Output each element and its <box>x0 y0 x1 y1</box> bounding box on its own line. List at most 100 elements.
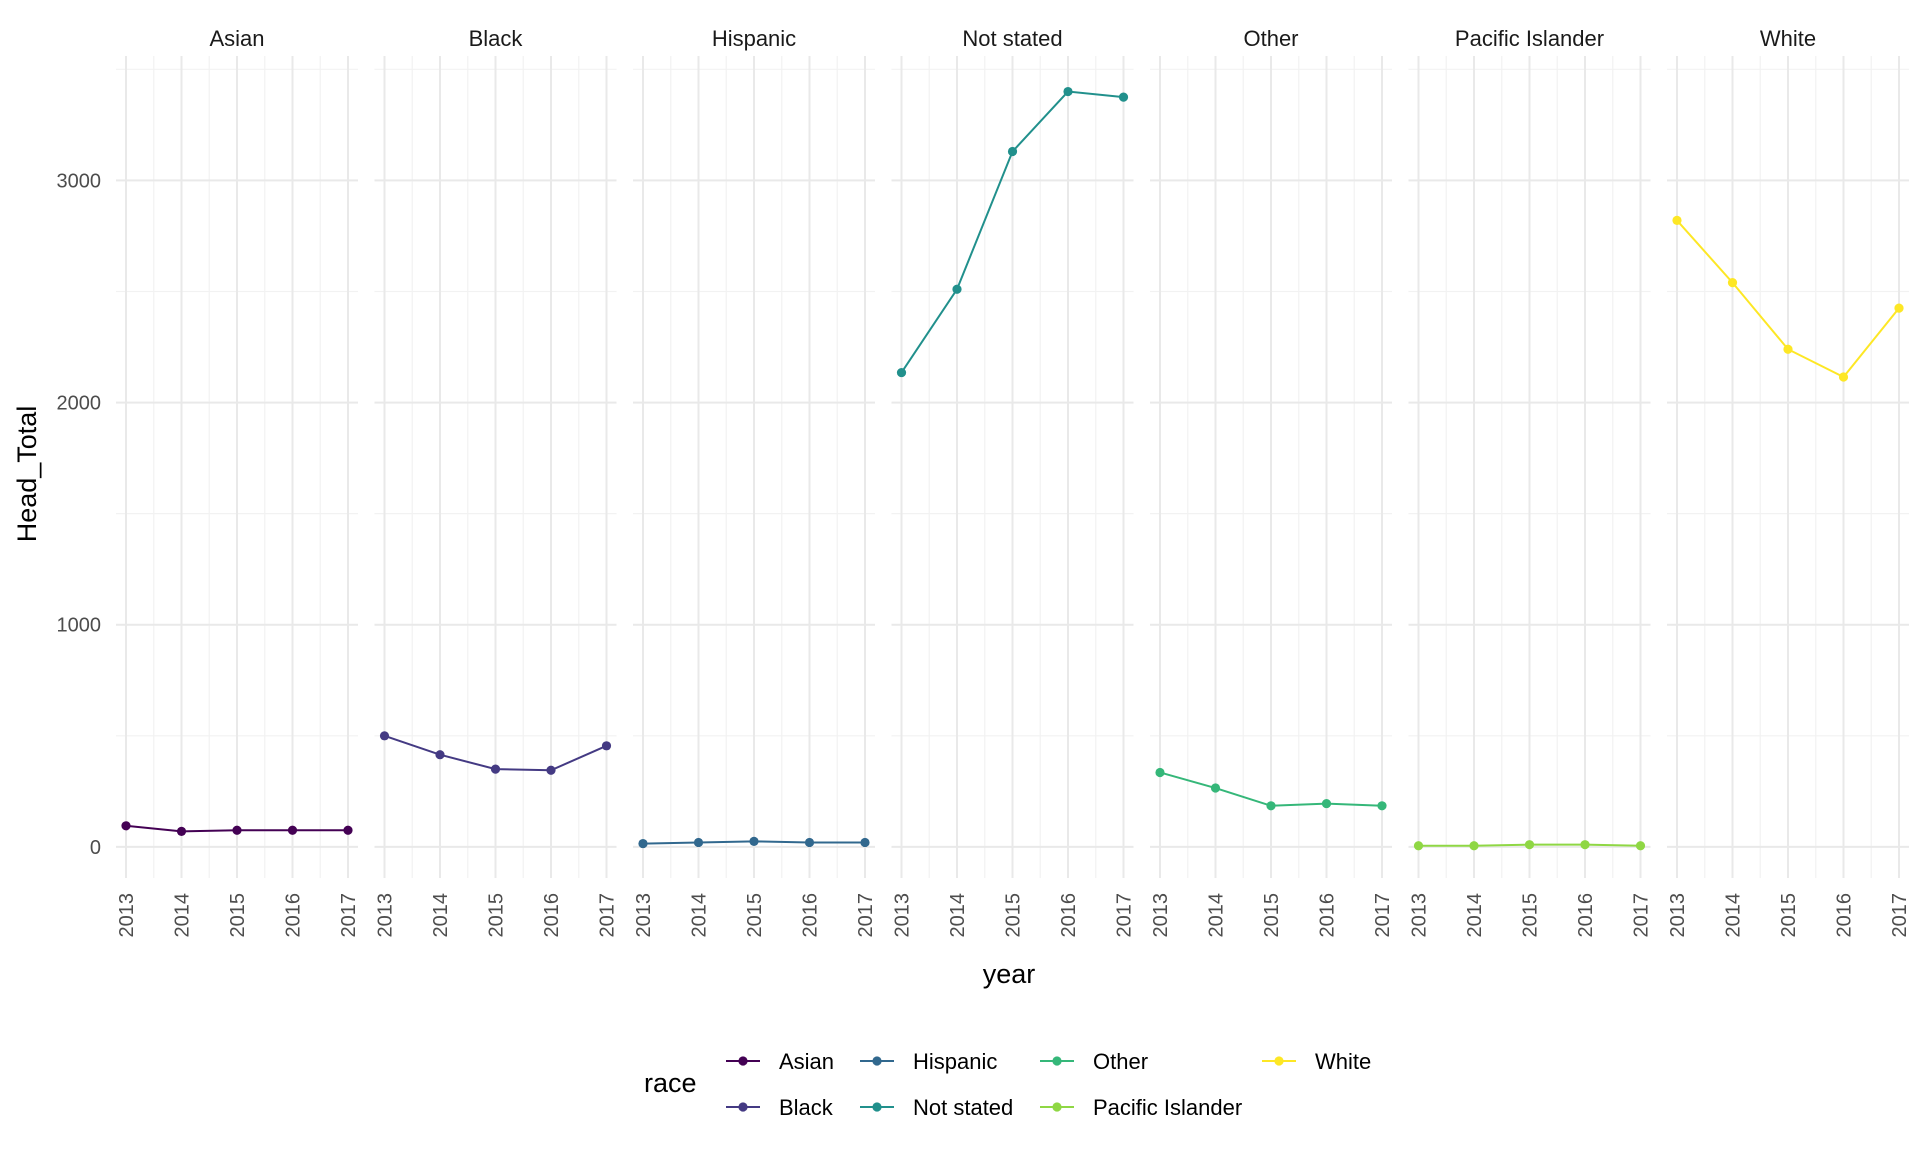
x-tick-label: 2014 <box>689 893 711 938</box>
x-tick-label: 2015 <box>486 893 508 938</box>
data-point-pacific-islander <box>1580 840 1590 850</box>
legend-label-hispanic: Hispanic <box>913 1049 997 1074</box>
x-tick-label: 2017 <box>855 893 877 938</box>
facet-label-black: Black <box>469 26 524 51</box>
x-axis-title: year <box>983 959 1036 989</box>
legend-label-black: Black <box>779 1095 834 1120</box>
x-tick-label: 2016 <box>283 893 305 938</box>
x-tick-label: 2013 <box>116 893 138 938</box>
legend-label-pacific-islander: Pacific Islander <box>1093 1095 1242 1120</box>
x-tick-label: 2014 <box>1464 893 1486 938</box>
x-tick-label: 2016 <box>1317 893 1339 938</box>
data-point-black <box>435 750 445 760</box>
axis-tick-labels: 0 1000 2000 3000 2013 2014 2015 2016 2017 2013 201… <box>57 170 1912 937</box>
data-point-asian <box>343 825 353 835</box>
facet-label-not-stated: Not stated <box>962 26 1062 51</box>
x-tick-label: 2015 <box>1261 893 1283 938</box>
legend-key-point-pacific-islander <box>1052 1102 1062 1112</box>
data-point-not-stated <box>896 367 907 378</box>
data-point-white <box>1894 303 1904 313</box>
legend-label-white: White <box>1315 1049 1371 1074</box>
grid-layer <box>116 56 1909 878</box>
y-tick-label: 1000 <box>57 615 102 637</box>
legend-key-point-hispanic <box>872 1056 882 1066</box>
x-tick-label: 2015 <box>1003 893 1025 938</box>
legend-key-point-black <box>738 1102 748 1112</box>
data-point-not-stated <box>1118 92 1129 102</box>
data-point-not-stated <box>1063 86 1073 97</box>
y-tick-label: 0 <box>90 837 101 859</box>
x-tick-label: 2016 <box>1058 893 1080 938</box>
facet-label-hispanic: Hispanic <box>712 26 796 51</box>
data-point-white <box>1783 344 1793 354</box>
facet-strip-labels: Asian Black Hispanic Not stated Other Pacific… <box>209 26 1816 51</box>
data-point-asian <box>232 825 242 835</box>
data-point-pacific-islander <box>1635 841 1646 851</box>
data-point-other <box>1377 801 1387 811</box>
x-tick-label: 2013 <box>892 893 914 938</box>
data-point-hispanic <box>693 837 704 848</box>
data-point-hispanic <box>749 836 759 846</box>
series-layer <box>121 86 1904 851</box>
facet-label-pacific-islander: Pacific Islander <box>1455 26 1604 51</box>
x-tick-label: 2014 <box>172 893 194 938</box>
data-point-asian <box>287 825 298 835</box>
x-tick-label: 2016 <box>800 893 822 938</box>
x-tick-label: 2013 <box>633 893 655 938</box>
x-tick-label: 2014 <box>1206 893 1228 938</box>
y-axis-title: Head_Total <box>12 406 42 543</box>
x-tick-label: 2013 <box>1150 893 1172 938</box>
data-point-pacific-islander <box>1413 841 1424 851</box>
x-tick-label: 2017 <box>338 893 360 938</box>
legend-key-point-white <box>1274 1056 1284 1066</box>
data-point-white <box>1838 372 1849 382</box>
legend-key-point-not-stated <box>872 1102 882 1112</box>
x-tick-label: 2014 <box>947 893 969 938</box>
facet-label-other: Other <box>1243 26 1298 51</box>
data-point-other <box>1210 783 1221 793</box>
data-point-other <box>1155 767 1165 778</box>
x-tick-label: 2013 <box>1667 893 1689 938</box>
x-tick-label: 2015 <box>1520 893 1542 938</box>
x-tick-label: 2014 <box>430 893 452 938</box>
data-point-black <box>379 731 390 741</box>
data-point-pacific-islander <box>1469 841 1479 851</box>
x-tick-label: 2015 <box>227 893 249 938</box>
y-tick-label: 2000 <box>57 393 102 415</box>
data-point-asian <box>121 821 131 831</box>
legend-label-other: Other <box>1093 1049 1148 1074</box>
x-tick-label: 2017 <box>1114 893 1136 938</box>
legend-key-point-asian <box>738 1056 748 1066</box>
data-point-pacific-islander <box>1524 840 1535 850</box>
x-tick-label: 2013 <box>1409 893 1431 938</box>
data-point-white <box>1672 215 1682 225</box>
x-tick-label: 2013 <box>375 893 397 938</box>
x-tick-label: 2017 <box>1372 893 1394 938</box>
x-tick-label: 2017 <box>1631 893 1653 938</box>
data-point-asian <box>176 826 187 836</box>
x-tick-label: 2015 <box>1778 893 1800 938</box>
data-point-hispanic <box>860 837 870 848</box>
legend: race Asian Black Hispanic Not stated Other Pa… <box>644 1049 1371 1120</box>
x-tick-label: 2016 <box>1834 893 1856 938</box>
x-tick-label: 2015 <box>744 893 766 938</box>
x-tick-label: 2014 <box>1723 893 1745 938</box>
facet-label-asian: Asian <box>209 26 264 51</box>
data-point-other <box>1266 801 1276 811</box>
facet-label-white: White <box>1760 26 1816 51</box>
legend-label-not-stated: Not stated <box>913 1095 1013 1120</box>
data-point-hispanic <box>804 837 815 848</box>
y-tick-label: 3000 <box>57 170 102 192</box>
data-point-black <box>490 764 501 774</box>
data-point-hispanic <box>638 838 648 849</box>
data-point-not-stated <box>952 284 962 294</box>
data-point-other <box>1321 798 1332 809</box>
data-point-black <box>601 741 612 751</box>
legend-label-asian: Asian <box>779 1049 834 1074</box>
x-tick-label: 2017 <box>597 893 619 938</box>
data-point-black <box>546 765 556 775</box>
legend-key-point-other <box>1052 1056 1062 1066</box>
x-tick-label: 2016 <box>541 893 563 938</box>
